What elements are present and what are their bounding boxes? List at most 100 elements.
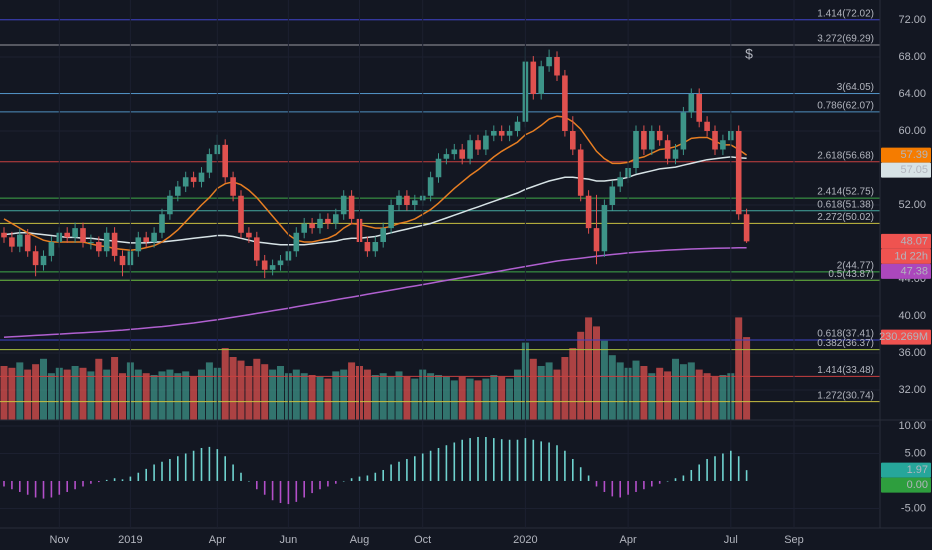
candle-body xyxy=(672,149,679,159)
candle-body xyxy=(427,177,434,196)
volume-bar xyxy=(450,380,458,420)
candle-body xyxy=(182,177,189,187)
indicator-bar xyxy=(548,442,550,481)
candle-body xyxy=(388,205,394,229)
indicator-bar xyxy=(382,469,384,481)
volume-bar xyxy=(119,373,126,420)
candle-body xyxy=(538,66,544,94)
level-label: 1.272(30.74) xyxy=(817,390,874,401)
x-tick-label: Jun xyxy=(280,534,298,546)
volume-bar xyxy=(695,369,703,420)
candle-body xyxy=(514,121,521,131)
indicator-bar xyxy=(390,464,392,481)
x-tick-label: Apr xyxy=(209,534,226,546)
price-badge xyxy=(881,162,931,178)
level-label: 3(64.05) xyxy=(837,82,874,93)
indicator-bar xyxy=(564,450,566,481)
indicator-bar xyxy=(595,480,598,487)
x-tick-label: Jul xyxy=(724,534,738,546)
volume-bar xyxy=(735,317,743,420)
price-badge-label: 0.00 xyxy=(907,479,928,491)
candle-body xyxy=(135,237,142,252)
indicator-bar xyxy=(279,480,282,503)
indicator-bar xyxy=(66,480,68,492)
indicator-bar xyxy=(374,472,377,481)
volume-bar xyxy=(8,367,16,420)
candle-body xyxy=(222,144,228,178)
volume-bar xyxy=(292,369,300,420)
indicator-bar xyxy=(524,438,527,481)
y-tick-label: -5.00 xyxy=(901,502,926,514)
indicator-bar xyxy=(556,445,558,481)
candle-body xyxy=(159,214,165,233)
x-tick-label: Nov xyxy=(50,534,70,546)
indicator-bar xyxy=(342,480,345,482)
volume-bar xyxy=(348,362,356,420)
indicator-bar xyxy=(516,439,519,481)
volume-bar xyxy=(395,371,403,420)
candle-body xyxy=(80,228,86,243)
volume-bar xyxy=(403,376,411,420)
level-label: 2.618(56.68) xyxy=(817,150,874,161)
volume-bar xyxy=(632,360,640,420)
indicator-bar xyxy=(737,456,740,481)
indicator-bar xyxy=(208,446,211,481)
candle-body xyxy=(696,93,702,122)
indicator-bar xyxy=(603,480,606,492)
indicator-bar xyxy=(3,480,5,487)
candle-body xyxy=(743,214,750,242)
volume-bar xyxy=(553,369,561,420)
volume-bar xyxy=(490,375,498,420)
volume-bar xyxy=(498,376,506,420)
candle-body xyxy=(570,130,576,150)
indicator-bar xyxy=(619,480,621,498)
level-label: 0.786(62.07) xyxy=(817,100,874,111)
candle-body xyxy=(680,112,687,150)
indicator-bar xyxy=(256,480,258,490)
volume-bar xyxy=(442,376,450,420)
price-badge-label: 57.05 xyxy=(900,164,928,176)
price-badge xyxy=(881,462,931,478)
indicator-bar xyxy=(161,461,163,481)
indicator-bar xyxy=(184,453,187,481)
level-label: 0.618(37.41) xyxy=(817,329,874,340)
volume-bar xyxy=(474,380,482,420)
indicator-bar xyxy=(319,480,321,490)
candle-body xyxy=(254,237,260,261)
indicator-bar xyxy=(137,472,140,481)
y-tick-label: 32.00 xyxy=(898,384,926,396)
indicator-bar xyxy=(240,472,242,481)
volume-bar xyxy=(0,366,8,420)
volume-bar xyxy=(87,371,95,420)
indicator-bar xyxy=(335,480,337,484)
y-tick-label: 72.00 xyxy=(898,14,926,26)
price-badge-label: 1.97 xyxy=(907,464,928,476)
candle-body xyxy=(735,130,742,215)
volume-bar xyxy=(561,357,569,420)
volume-bar xyxy=(324,378,332,420)
volume-bar xyxy=(47,373,55,420)
indicator-bar xyxy=(485,436,487,481)
volume-bar xyxy=(411,378,419,420)
indicator-bar xyxy=(493,438,495,481)
candle-body xyxy=(364,242,371,252)
volume-bar xyxy=(190,376,198,420)
x-tick-label: Aug xyxy=(350,534,370,546)
volume-bar xyxy=(608,355,616,420)
volume-bar xyxy=(363,369,371,420)
candle-body xyxy=(40,255,47,266)
volume-bar xyxy=(158,371,166,420)
volume-bar xyxy=(261,364,269,420)
indicator-bar xyxy=(358,476,361,481)
candle-body xyxy=(372,242,379,252)
candle-body xyxy=(530,61,537,94)
indicator-bar xyxy=(11,480,13,490)
volume-bar xyxy=(16,362,24,420)
candle-body xyxy=(633,130,639,168)
y-tick-label: 64.00 xyxy=(898,88,926,100)
volume-bar xyxy=(134,369,142,420)
y-tick-label: 52.00 xyxy=(898,199,926,211)
